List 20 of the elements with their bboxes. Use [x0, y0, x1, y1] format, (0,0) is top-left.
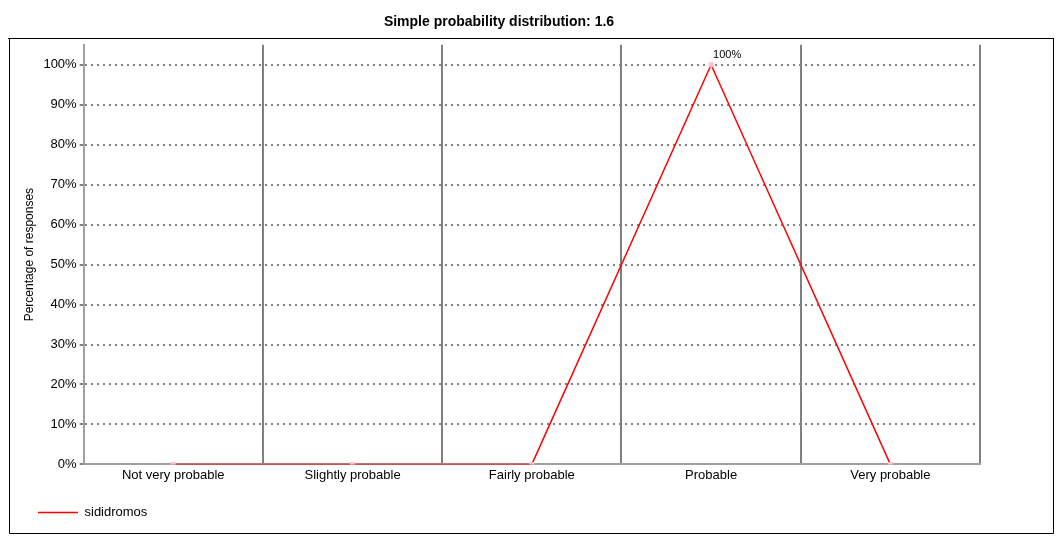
y-tick-label: 10%: [50, 416, 78, 432]
chart-title: Simple probability distribution: 1.6: [383, 13, 615, 30]
y-tick-label: 20%: [50, 376, 78, 392]
x-tick-label: Probable: [685, 466, 738, 482]
x-tick-label: Fairly probable: [488, 466, 575, 482]
legend-label: sididromos: [84, 504, 148, 520]
y-tick-label: 100%: [43, 56, 78, 72]
data-label: 100%: [713, 48, 742, 61]
y-tick-label: 0%: [57, 455, 78, 471]
y-axis-title: Percentage of responses: [21, 187, 36, 322]
y-tick-label: 50%: [50, 256, 78, 272]
y-tick-label: 40%: [50, 296, 78, 312]
y-tick-label: 30%: [50, 336, 78, 352]
x-tick-label: Slightly probable: [304, 466, 401, 482]
x-tick-label: Not very probable: [121, 466, 225, 482]
y-tick-label: 80%: [50, 136, 78, 152]
y-tick-label: 90%: [50, 96, 78, 112]
x-tick-label: Very probable: [850, 466, 931, 482]
y-tick-label: 70%: [50, 176, 78, 192]
y-tick-label: 60%: [50, 216, 78, 232]
